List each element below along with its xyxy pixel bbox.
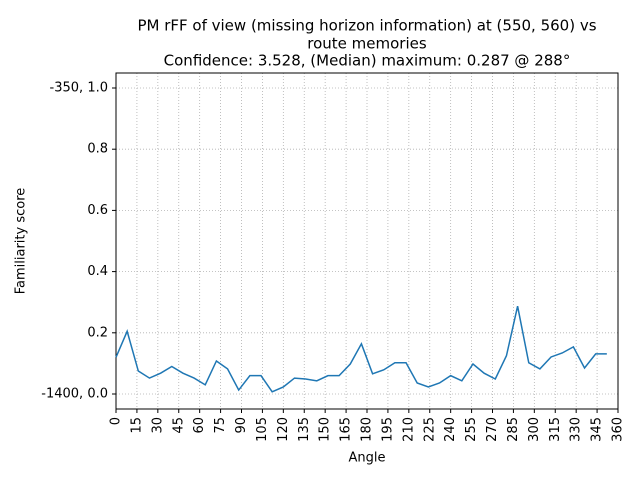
chart-title: Confidence: 3.528, (Median) maximum: 0.2… (164, 52, 571, 70)
chart-title: PM rFF of view (missing horizon informat… (137, 17, 596, 35)
y-axis-label: Familiarity score (14, 188, 29, 295)
x-tick-label: 330 (569, 417, 584, 442)
x-tick-label: 270 (485, 417, 500, 442)
x-tick-label: 225 (422, 417, 437, 442)
plot-frame (115, 72, 619, 410)
y-tick-label: -350, 1.0 (50, 80, 108, 95)
x-tick-label: 285 (506, 417, 521, 442)
x-tick-label: 240 (443, 417, 458, 442)
x-tick-label: 165 (339, 417, 354, 442)
y-tick-label: 0.2 (87, 325, 108, 340)
x-tick-label: 90 (234, 417, 249, 434)
x-tick-label: 60 (192, 417, 207, 434)
x-tick-label: 210 (401, 417, 416, 442)
x-axis-label: Angle (349, 451, 386, 466)
x-tick-label: 300 (527, 417, 542, 442)
y-tick-label: -1400, 0.0 (41, 387, 108, 402)
x-tick-label: 180 (360, 417, 375, 442)
x-tick-label: 315 (548, 417, 563, 442)
x-tick-label: 30 (150, 417, 165, 434)
chart-title: route memories (307, 35, 427, 53)
x-tick-label: 135 (297, 417, 312, 442)
x-tick-label: 360 (611, 417, 626, 442)
x-tick-label: 120 (276, 417, 291, 442)
y-tick-label: 0.8 (87, 142, 108, 157)
x-tick-label: 15 (129, 417, 144, 434)
y-tick-label: 0.6 (87, 203, 108, 218)
line-series (115, 306, 607, 393)
x-tick-label: 75 (213, 417, 228, 434)
x-tick-label: 255 (464, 417, 479, 442)
x-tick-label: 195 (380, 417, 395, 442)
x-tick-label: 345 (590, 417, 605, 442)
y-tick-label: 0.4 (87, 264, 108, 279)
x-tick-label: 45 (171, 417, 186, 434)
x-tick-label: 0 (109, 417, 124, 425)
x-tick-label: 150 (318, 417, 333, 442)
x-tick-label: 105 (255, 417, 270, 442)
